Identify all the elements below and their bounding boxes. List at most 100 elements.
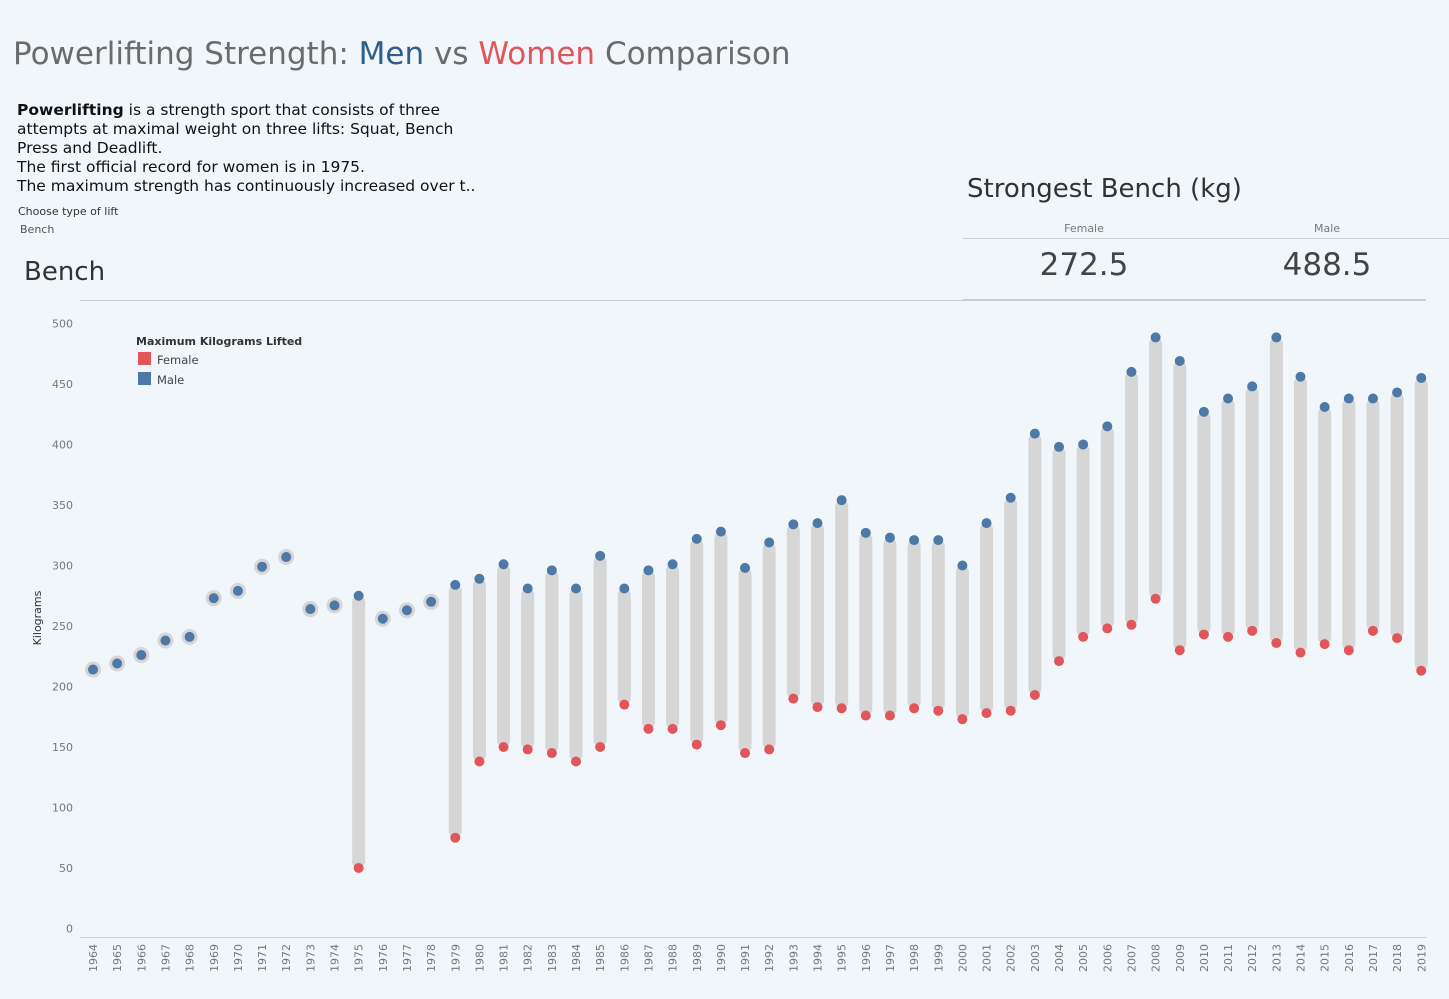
female-point[interactable]	[1367, 625, 1378, 636]
range-bar[interactable]	[690, 538, 704, 745]
female-point[interactable]	[1078, 631, 1089, 642]
female-point[interactable]	[498, 742, 509, 752]
range-bar[interactable]	[811, 523, 824, 708]
male-point[interactable]	[1247, 381, 1258, 392]
range-bar[interactable]	[955, 565, 969, 720]
female-point[interactable]	[981, 708, 992, 719]
male-point[interactable]	[208, 593, 219, 604]
male-point[interactable]	[1223, 393, 1234, 404]
male-point[interactable]	[1367, 393, 1378, 404]
male-point[interactable]	[353, 590, 364, 601]
female-point[interactable]	[1295, 647, 1306, 658]
female-point[interactable]	[788, 693, 799, 704]
female-point[interactable]	[1343, 645, 1354, 656]
female-point[interactable]	[715, 720, 726, 731]
range-bar[interactable]	[738, 567, 752, 754]
male-point[interactable]	[112, 658, 123, 669]
range-bar[interactable]	[1269, 337, 1283, 643]
range-bar[interactable]	[786, 524, 800, 699]
male-point[interactable]	[281, 552, 292, 563]
range-bar[interactable]	[1004, 497, 1018, 711]
female-point[interactable]	[691, 739, 702, 750]
range-bar[interactable]	[1028, 433, 1042, 695]
female-point[interactable]	[933, 705, 944, 716]
male-point[interactable]	[184, 631, 195, 642]
female-point[interactable]	[1005, 705, 1016, 716]
male-point[interactable]	[933, 535, 944, 546]
female-point[interactable]	[619, 699, 630, 710]
male-point[interactable]	[957, 560, 968, 571]
range-bar[interactable]	[1221, 398, 1235, 637]
male-point[interactable]	[764, 537, 775, 548]
male-point[interactable]	[257, 561, 268, 572]
female-point[interactable]	[643, 723, 654, 734]
female-point[interactable]	[1223, 631, 1234, 642]
range-bar[interactable]	[1052, 446, 1066, 662]
female-point[interactable]	[764, 744, 775, 755]
male-point[interactable]	[812, 518, 823, 529]
range-bar[interactable]	[448, 584, 462, 838]
range-bar[interactable]	[980, 523, 994, 714]
legend-female-swatch[interactable]	[138, 352, 151, 365]
lift-filter-dropdown[interactable]: Bench	[20, 223, 55, 236]
male-point[interactable]	[1416, 372, 1427, 383]
range-bar[interactable]	[1245, 386, 1259, 631]
range-bar[interactable]	[641, 570, 655, 729]
female-point[interactable]	[860, 710, 871, 721]
male-point[interactable]	[715, 526, 726, 537]
female-point[interactable]	[571, 756, 581, 767]
female-point[interactable]	[1150, 593, 1161, 604]
range-bar[interactable]	[1414, 377, 1428, 671]
female-point[interactable]	[1054, 656, 1064, 667]
male-point[interactable]	[1295, 371, 1306, 382]
male-point[interactable]	[160, 635, 171, 646]
female-point[interactable]	[1102, 623, 1113, 634]
male-point[interactable]	[1078, 439, 1089, 450]
male-point[interactable]	[981, 518, 992, 529]
male-point[interactable]	[1126, 366, 1137, 377]
range-bar[interactable]	[569, 588, 583, 762]
female-point[interactable]	[1319, 639, 1330, 650]
range-bar[interactable]	[883, 537, 897, 716]
male-point[interactable]	[136, 650, 147, 661]
male-point[interactable]	[836, 495, 847, 506]
male-point[interactable]	[1029, 428, 1040, 439]
range-bar[interactable]	[666, 564, 680, 729]
male-point[interactable]	[1271, 332, 1282, 343]
male-point[interactable]	[1392, 387, 1403, 398]
range-bar[interactable]	[1342, 398, 1356, 651]
male-point[interactable]	[546, 565, 557, 576]
range-bar[interactable]	[352, 595, 366, 868]
range-bar[interactable]	[835, 500, 849, 709]
female-point[interactable]	[957, 714, 968, 725]
male-point[interactable]	[232, 585, 243, 596]
range-bar[interactable]	[617, 588, 631, 705]
range-bar[interactable]	[931, 540, 945, 711]
female-point[interactable]	[450, 832, 461, 843]
female-point[interactable]	[546, 748, 557, 759]
male-point[interactable]	[329, 600, 340, 611]
male-point[interactable]	[667, 559, 678, 570]
male-point[interactable]	[498, 559, 509, 570]
female-point[interactable]	[1247, 625, 1258, 636]
male-point[interactable]	[643, 565, 654, 576]
male-point[interactable]	[1102, 421, 1113, 432]
female-point[interactable]	[1271, 637, 1282, 648]
range-bar[interactable]	[714, 531, 728, 726]
female-point[interactable]	[1174, 645, 1185, 656]
male-point[interactable]	[788, 519, 799, 530]
female-point[interactable]	[474, 756, 485, 767]
male-point[interactable]	[88, 664, 98, 675]
male-point[interactable]	[1054, 441, 1064, 452]
range-bar[interactable]	[859, 532, 873, 716]
female-point[interactable]	[1029, 689, 1040, 700]
male-point[interactable]	[884, 532, 895, 543]
female-point[interactable]	[1198, 629, 1209, 640]
male-point[interactable]	[860, 527, 871, 538]
male-point[interactable]	[426, 596, 437, 607]
male-point[interactable]	[571, 583, 581, 594]
female-point[interactable]	[836, 703, 847, 714]
male-point[interactable]	[401, 605, 412, 616]
female-point[interactable]	[522, 744, 533, 755]
female-point[interactable]	[740, 748, 751, 759]
